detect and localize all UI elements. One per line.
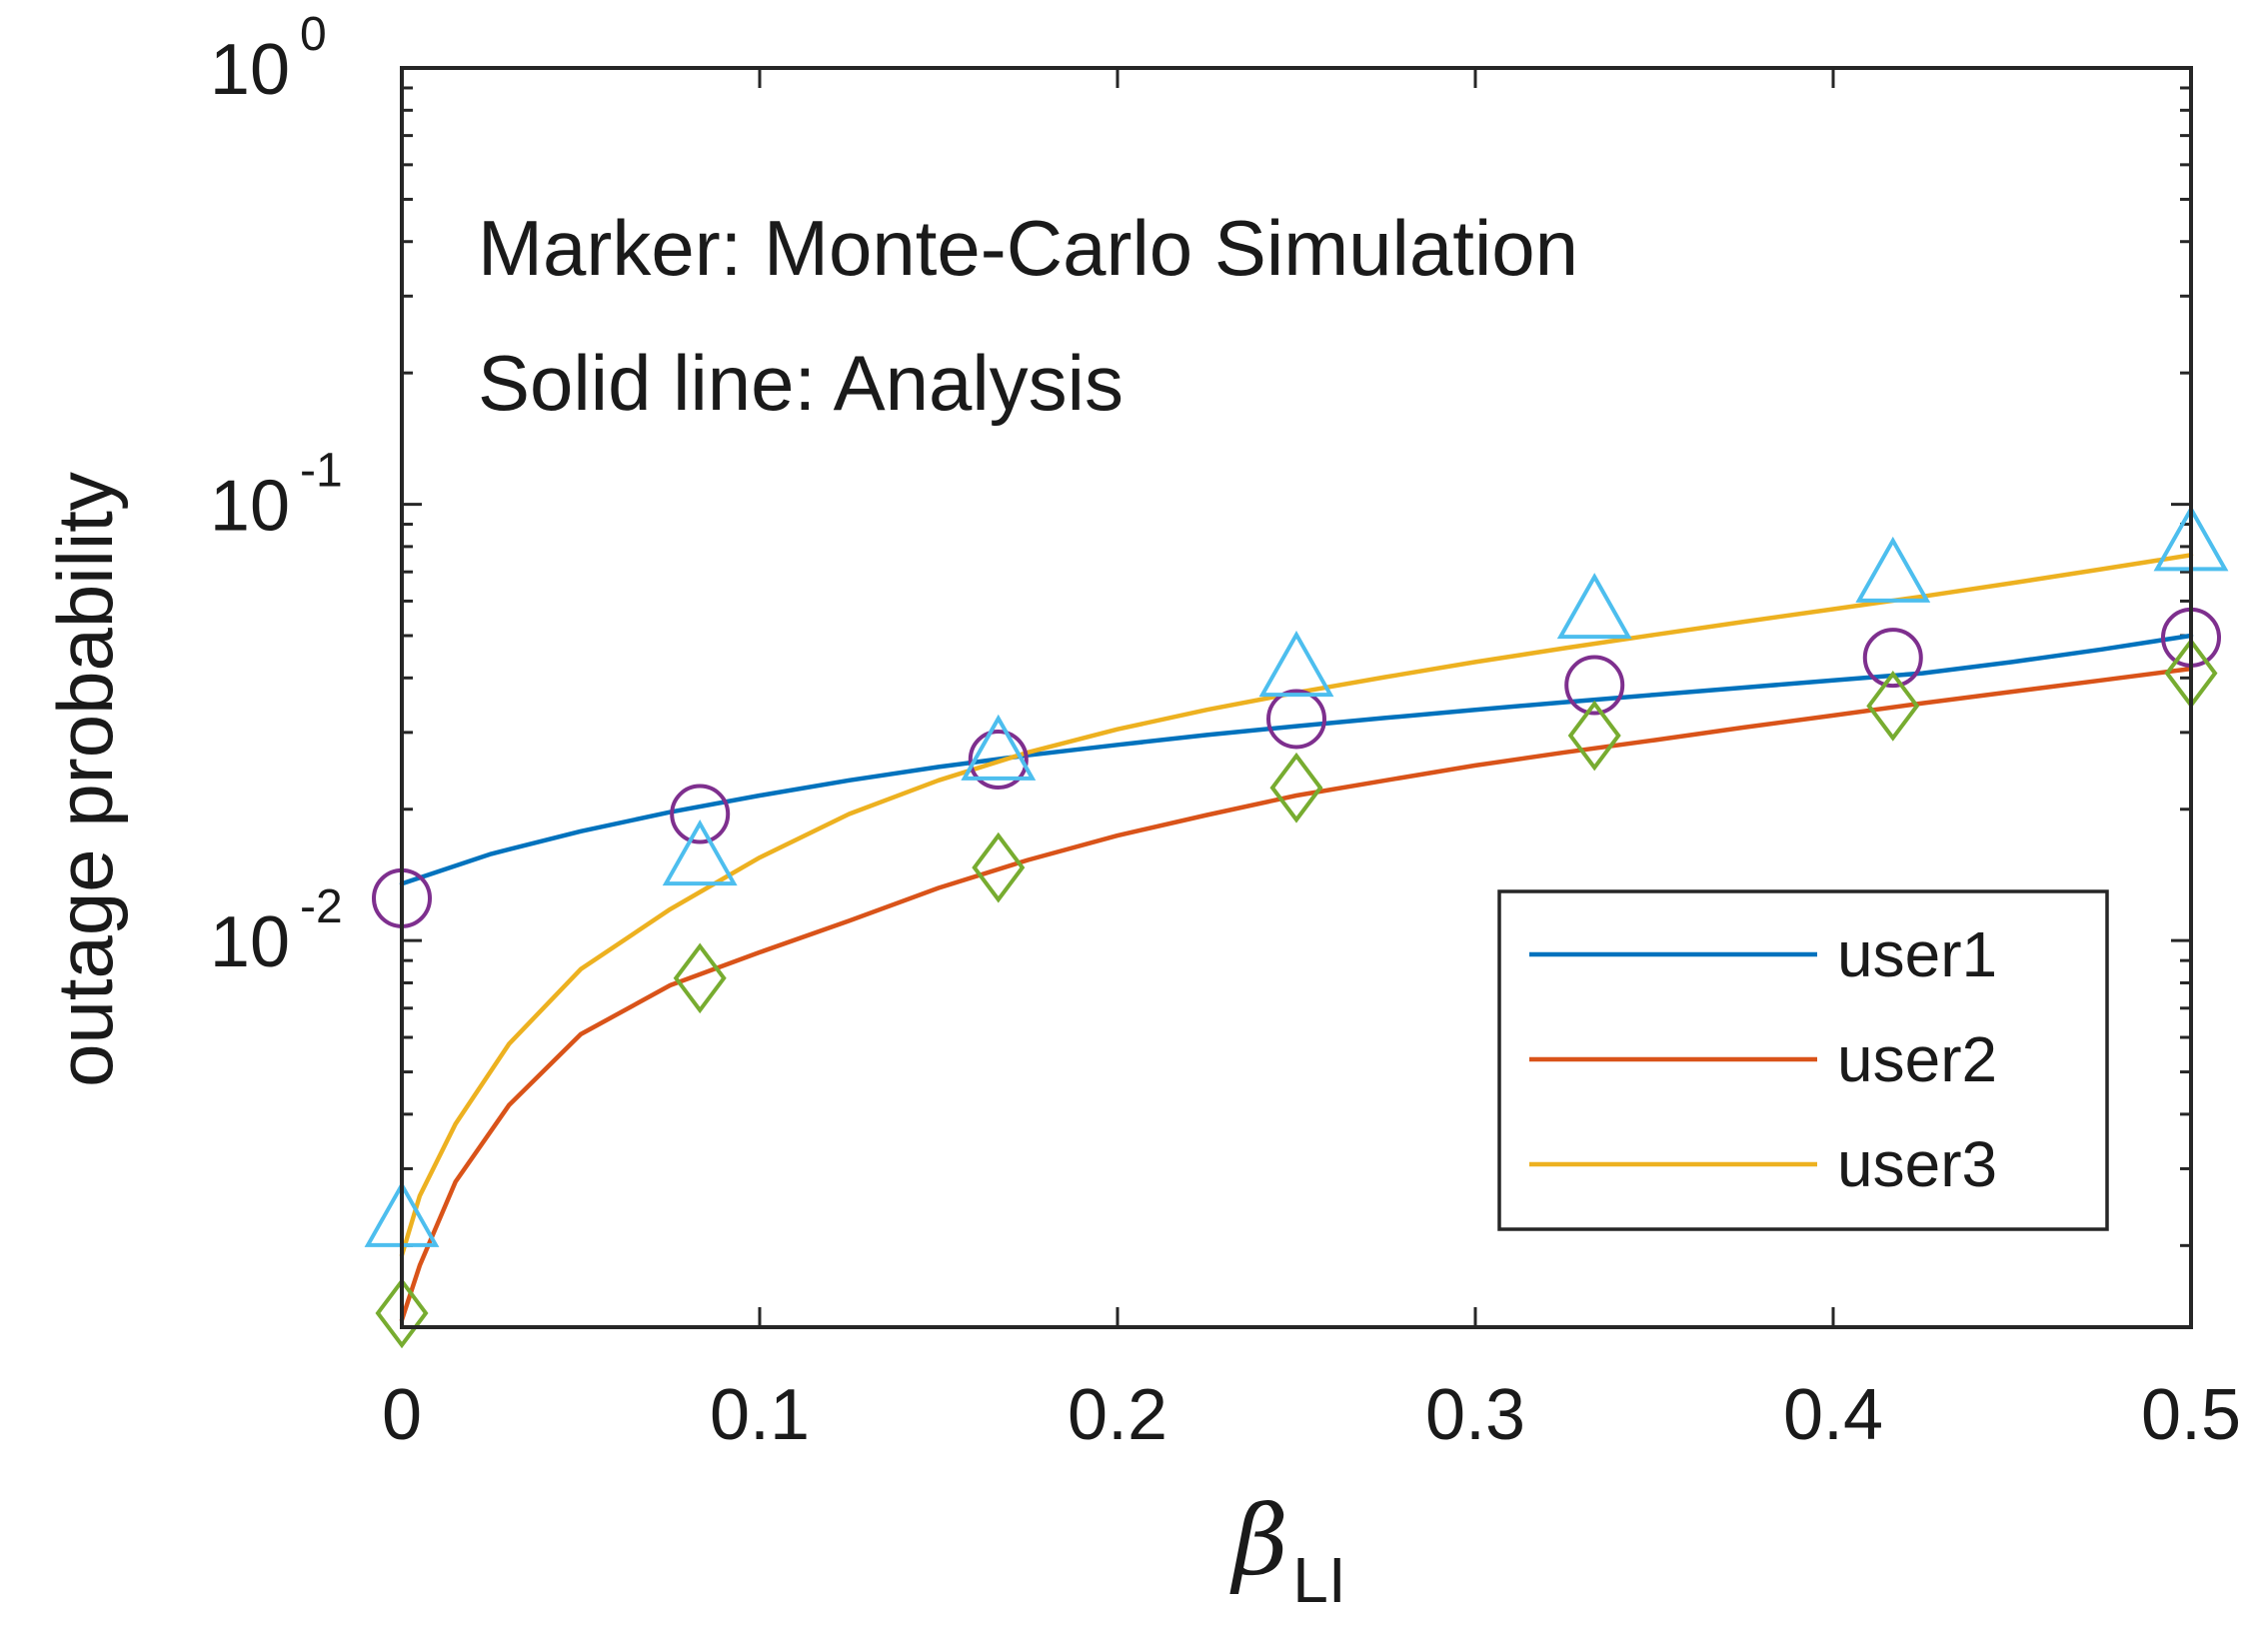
simulation-markers [364,505,2229,1349]
marker-user3-simulation-3 [1258,631,1334,698]
marker-user2-simulation-0 [375,1277,429,1349]
x-tick-label-4: 0.4 [1783,1375,1883,1455]
marker-user1-simulation-5 [1862,628,1923,689]
marker-user2-simulation-4 [1567,700,1621,772]
series-line-user2 [399,666,2194,1323]
legend-label-user2: user2 [1837,1023,1997,1095]
marker-user1-simulation-1 [670,784,731,844]
y-axis-title: outage probability [41,472,129,1087]
marker-user2-simulation-1 [673,942,727,1014]
legend-label-user1: user1 [1837,918,1997,990]
x-tick-label-5: 0.5 [2141,1375,2241,1455]
annotation-solid-line: Solid line: Analysis [478,339,1124,427]
annotation-marker: Marker: Monte-Carlo Simulation [478,204,1578,292]
marker-user3-simulation-2 [961,714,1037,781]
x-tick-labels: 0 0.1 0.2 0.3 0.4 0.5 [382,1375,2241,1455]
x-tick-label-1: 0.1 [710,1375,810,1455]
marker-user2-simulation-2 [972,831,1026,903]
legend-items: user1 user2 user3 [1529,918,1997,1200]
marker-user2-simulation-5 [1866,671,1920,742]
y-tick-label-2: 10 0 [210,8,327,110]
x-axis-symbol: β [1229,1485,1288,1597]
marker-user1-simulation-2 [968,729,1029,790]
legend: user1 user2 user3 [1497,889,2109,1231]
marker-user1-simulation-3 [1266,689,1326,750]
y-tick-label-1: 10 -1 [210,445,343,547]
y-tick-exponent: 0 [300,8,327,61]
x-axis-subscript: LI [1292,1544,1345,1616]
legend-label-user3: user3 [1837,1128,1997,1200]
x-tick-label-0: 0 [382,1375,422,1455]
y-tick-label-0: 10 -2 [210,880,343,982]
series-line-user3 [399,553,2194,1258]
y-tick-base: 10 [210,467,290,547]
marker-user3-simulation-5 [1855,536,1931,603]
x-axis-title: β LI [1229,1485,1345,1616]
marker-user1-simulation-4 [1564,655,1625,716]
marker-user3-simulation-1 [662,819,738,886]
marker-user3-simulation-4 [1556,573,1632,640]
plot-area-frame [400,66,2193,1329]
y-tick-base: 10 [210,902,290,982]
x-tick-label-2: 0.2 [1068,1375,1167,1455]
y-tick-base: 10 [210,30,290,110]
marker-user2-simulation-3 [1269,752,1323,823]
y-tick-exponent: -2 [300,880,343,933]
y-tick-exponent: -1 [300,445,343,498]
x-tick-label-3: 0.3 [1425,1375,1525,1455]
